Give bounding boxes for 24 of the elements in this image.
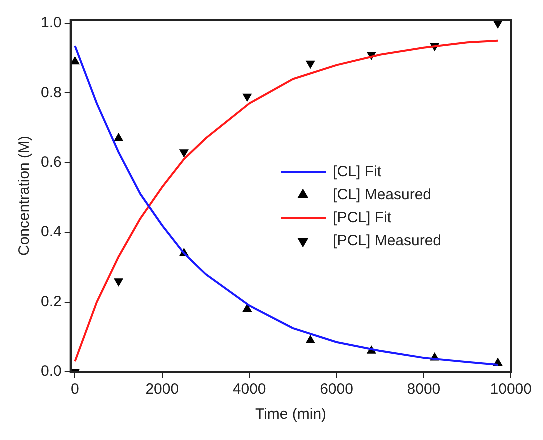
point	[243, 304, 252, 312]
point	[243, 94, 252, 102]
y-tick-label: 0.2	[40, 293, 62, 310]
x-tick-label: 6000	[320, 381, 354, 398]
x-tick-label: 8000	[407, 381, 441, 398]
legend-label: [CL] Fit	[333, 163, 382, 180]
x-axis-title: Time (min)	[255, 406, 327, 424]
point	[180, 150, 189, 158]
y-tick-label: 0.8	[40, 84, 62, 102]
y-axis-title: Concentration (M)	[16, 136, 34, 256]
point	[494, 20, 502, 28]
x-tick-label: 2000	[146, 381, 180, 398]
y-tick-label: 0.4	[40, 224, 62, 241]
legend-label: [PCL] Measured	[333, 232, 442, 250]
x-tick-label: 10000	[490, 381, 532, 398]
y-tick-label: 1.0	[40, 14, 62, 32]
x-tick-label: 4000	[232, 381, 266, 398]
legend-label: [CL] Measured	[333, 186, 432, 204]
point	[306, 60, 316, 69]
y-tick-label: 0.6	[40, 154, 62, 172]
x-tick-label: 0	[71, 381, 80, 398]
point	[306, 336, 316, 344]
y-tick-label: 0.0	[40, 363, 62, 380]
legend-label: [PCL] Fit	[333, 209, 392, 226]
